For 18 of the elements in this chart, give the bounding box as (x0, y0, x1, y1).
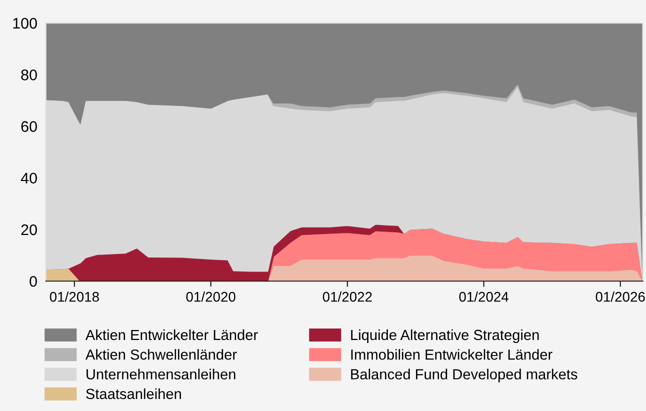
legend-label: Balanced Fund Developed markets (351, 368, 578, 382)
legend-label: Aktien Entwickelter Länder (85, 329, 258, 340)
y-tick-label: 60 (21, 121, 37, 132)
x-tick-label: 01/2020 (186, 292, 236, 302)
y-tick-label: 100 (13, 18, 37, 29)
y-tick-label: 20 (21, 224, 37, 236)
x-tick-label: 01/2018 (50, 292, 99, 302)
y-tick-label: 80 (21, 70, 37, 80)
y-tick-label: 40 (20, 172, 37, 184)
legend-label: Immobilien Entwickelter Länder (351, 349, 552, 360)
legend-label: Liquide Alternative Strategien (351, 329, 539, 344)
legend-label: Staatsanleihen (86, 388, 181, 400)
legend-label: Unternehmensanleihen (86, 368, 236, 380)
x-tick-label: 01/2024 (459, 292, 508, 302)
x-tick-label: 01/2026 (596, 292, 645, 302)
y-tick-label: 0 (30, 276, 37, 287)
legend-label: Aktien Schwellenländer (85, 349, 237, 360)
x-tick-label: 01/2022 (322, 292, 372, 302)
